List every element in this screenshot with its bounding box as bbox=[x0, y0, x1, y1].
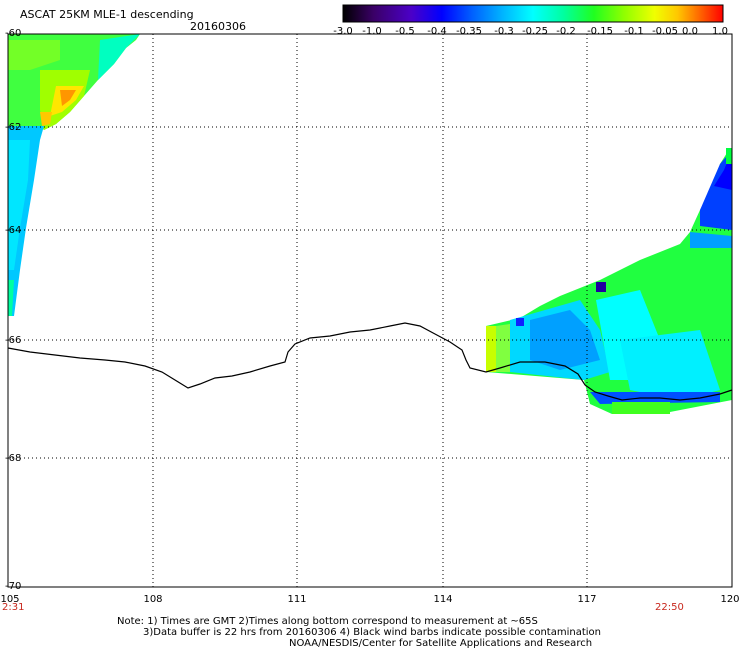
colorbar-tick-label: -0.05 bbox=[652, 26, 678, 37]
time-end-label: 22:50 bbox=[655, 602, 684, 613]
note-line-3: NOAA/NESDIS/Center for Satellite Applica… bbox=[289, 638, 593, 649]
note-line-1: Note: 1) Times are GMT 2)Times along bot… bbox=[117, 616, 538, 627]
scatterometer-swath-southeast bbox=[486, 148, 732, 414]
colorbar-tick-label: -0.1 bbox=[624, 26, 644, 37]
colorbar-swatches bbox=[342, 4, 724, 23]
product-date: 20160306 bbox=[190, 20, 246, 33]
colorbar-tick-label: -0.3 bbox=[494, 26, 514, 37]
map-frame bbox=[7, 33, 733, 588]
scatterometer-swath-northwest bbox=[8, 34, 140, 316]
colorbar-tick-label: 1.0 bbox=[712, 26, 728, 37]
colorbar-tick-label: -0.5 bbox=[395, 26, 415, 37]
colorbar-tick-label: -1.0 bbox=[362, 26, 382, 37]
longitude-label: 111 bbox=[287, 594, 307, 605]
latitude-label: -70 bbox=[5, 581, 22, 592]
longitude-label: 117 bbox=[577, 594, 597, 605]
colorbar-tick-label: -0.4 bbox=[427, 26, 447, 37]
colorbar-tick-label: 0.0 bbox=[682, 26, 698, 37]
colorbar-tick-label: -3.0 bbox=[333, 26, 353, 37]
latitude-label: -62 bbox=[5, 122, 22, 133]
colorbar-tick-label: -0.35 bbox=[456, 26, 482, 37]
time-start-label: 2:31 bbox=[2, 602, 25, 613]
longitude-label: 114 bbox=[433, 594, 453, 605]
latitude-label: -64 bbox=[5, 225, 22, 236]
product-title: ASCAT 25KM MLE-1 descending bbox=[20, 8, 194, 21]
longitude-label: 108 bbox=[143, 594, 163, 605]
coastline bbox=[7, 322, 733, 401]
colorbar-tick-label: -0.15 bbox=[587, 26, 613, 37]
longitude-label: 120 bbox=[720, 594, 740, 605]
latitude-label: -68 bbox=[5, 453, 22, 464]
latitude-label: -60 bbox=[5, 28, 22, 39]
latitude-label: -66 bbox=[5, 335, 22, 346]
colorbar-tick-label: -0.25 bbox=[522, 26, 548, 37]
longitude-label: 105 bbox=[0, 594, 20, 605]
graticule bbox=[8, 34, 732, 587]
note-line-2: 3)Data buffer is 22 hrs from 20160306 4)… bbox=[143, 627, 601, 638]
colorbar-tick-label: -0.2 bbox=[556, 26, 576, 37]
